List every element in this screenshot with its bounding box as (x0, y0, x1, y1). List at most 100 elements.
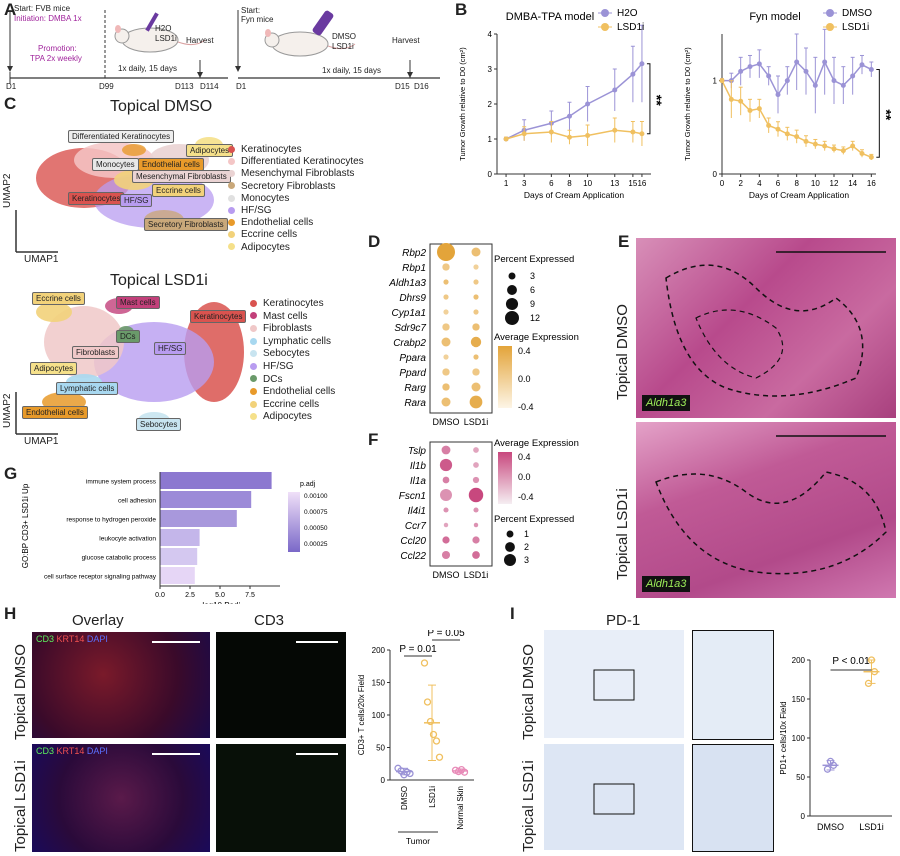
go-bar (160, 472, 272, 489)
umap-cluster-tag: Mast cells (116, 296, 160, 309)
gene-label: Ppara (399, 353, 426, 364)
legend-dot (228, 194, 235, 202)
legend-label: Endothelial cells (241, 217, 314, 229)
expression-dot (441, 445, 451, 455)
expression-dot (443, 279, 449, 285)
legend-label: Eccrine cells (263, 398, 320, 410)
histology-lsd1i-image (636, 422, 896, 598)
promotion-label: Promotion: (38, 44, 77, 53)
legend-label: Mesenchymal Fibroblasts (241, 168, 355, 180)
legend-size-label: 2 (524, 542, 529, 552)
legend-dot (250, 388, 257, 396)
x-tick-label: 16 (637, 179, 646, 188)
expression-dot (442, 383, 450, 391)
gene-label: Sdr9c7 (394, 323, 426, 334)
expression-dot (442, 476, 450, 484)
y-axis-label: Tumor Growth relative to D0 (cm²) (683, 47, 692, 161)
legend-dot (228, 219, 235, 227)
data-point (766, 73, 772, 79)
legend-size-dot (507, 285, 517, 295)
x-category-label: DMSO (400, 786, 409, 810)
umap-dmso-title: Topical DMSO (110, 98, 213, 115)
data-point (747, 108, 753, 114)
legend-size-label: 3 (524, 555, 529, 565)
data-point (756, 61, 762, 67)
panel-label-i: I (510, 604, 515, 623)
legend-title-pct: Percent Expressed (494, 254, 574, 265)
legend-label: LSD1i (842, 22, 869, 33)
x-category-label: LSD1i (428, 786, 437, 808)
significance-stars: ** (649, 95, 665, 106)
data-point (432, 737, 441, 745)
umap-legend-item: Differentiated Keratinocytes (228, 156, 364, 167)
umap-legend-item: Eccrine cells (228, 229, 297, 240)
x-tick-label: 8 (794, 179, 799, 188)
data-point (738, 68, 744, 74)
umap-legend-item: Endothelial cells (228, 217, 313, 228)
legend-size-label: 9 (530, 299, 535, 309)
y-axis-label: CD3+ T cells/20x Field (357, 675, 366, 755)
expression-dot (473, 279, 479, 285)
expression-dot (443, 522, 449, 528)
harvest-left: Harvest (186, 36, 214, 45)
y-axis-label: Tumor Growth relative to D0 (cm²) (458, 47, 467, 161)
y-axis-label: GO:BP CD3+ LSD1i Up (21, 483, 30, 568)
data-point (630, 129, 636, 135)
data-point (850, 143, 856, 149)
gene-label: Ppard (399, 368, 426, 379)
legend-label: DCs (263, 373, 283, 385)
color-scale-label: -0.4 (518, 492, 534, 502)
legend-dot (250, 413, 257, 421)
legend-label: Secretory Fibroblasts (241, 180, 336, 192)
cd3-scatter-chart: 0 50 100 150 200 CD3+ T cells/20x Field DMSO LS… (357, 630, 474, 846)
data-point (738, 98, 744, 104)
x-tick-label: 0 (720, 179, 725, 188)
legend-dot (228, 158, 235, 166)
legend-dot (250, 299, 257, 307)
pvalue-label: P = 0.01 (399, 644, 437, 655)
tick-label-r-d1: D1 (236, 82, 247, 91)
data-point (812, 141, 818, 147)
legend-label: Lymphatic cells (263, 335, 331, 347)
data-point (840, 82, 846, 88)
legend-dot (228, 182, 235, 190)
expression-dot (442, 536, 450, 544)
umap-legend-item: Mesenchymal Fibroblasts (228, 168, 354, 179)
marker-label-lsd1i: Aldh1a3 (642, 576, 691, 592)
h-row-dmso-label: Topical DMSO (12, 644, 29, 740)
y-tick-label: 3 (488, 65, 493, 74)
expression-dot (443, 294, 449, 300)
gene-label: Fscn1 (399, 491, 426, 502)
expression-dot (442, 368, 450, 376)
expression-dot (437, 243, 455, 261)
x-tick-label: 6 (776, 179, 781, 188)
pd1-lsd1i-zoom (692, 744, 774, 852)
panel-label-g: G (4, 464, 18, 483)
x-tick-label: 13 (610, 179, 619, 188)
data-point (639, 131, 645, 137)
data-point (812, 82, 818, 88)
legend-size-dot (505, 297, 519, 311)
expression-dot (443, 354, 449, 360)
y-axis-label: PD1+ cells/10x Field (779, 701, 788, 774)
color-scale-label: 0.00025 (304, 541, 328, 548)
umap1-label-dmso: UMAP1 (24, 254, 59, 265)
go-term-label: glucose catabolic process (82, 555, 157, 562)
data-point (831, 78, 837, 84)
x-category-label: Normal Skin (456, 786, 465, 830)
legend-dot (228, 231, 235, 239)
series-line-lsd1i (721, 80, 872, 158)
expression-dot (472, 536, 480, 544)
gene-label: Il1b (410, 461, 427, 472)
data-point (728, 96, 734, 102)
panel-label-b: B (455, 0, 468, 19)
expression-dot (471, 382, 481, 392)
expression-dot (469, 395, 483, 409)
go-bar (160, 567, 195, 584)
gene-label: Rbp1 (402, 263, 426, 274)
expression-dot (472, 476, 480, 484)
data-point (794, 134, 800, 140)
dotplot-d: Rbp2 Rbp1 Aldh1a3 Dhrs9 Cyp1a1 Sdr9c7 Crabp2 Pp… (388, 243, 579, 425)
data-point (747, 64, 753, 70)
panel-label-h: H (4, 604, 17, 623)
